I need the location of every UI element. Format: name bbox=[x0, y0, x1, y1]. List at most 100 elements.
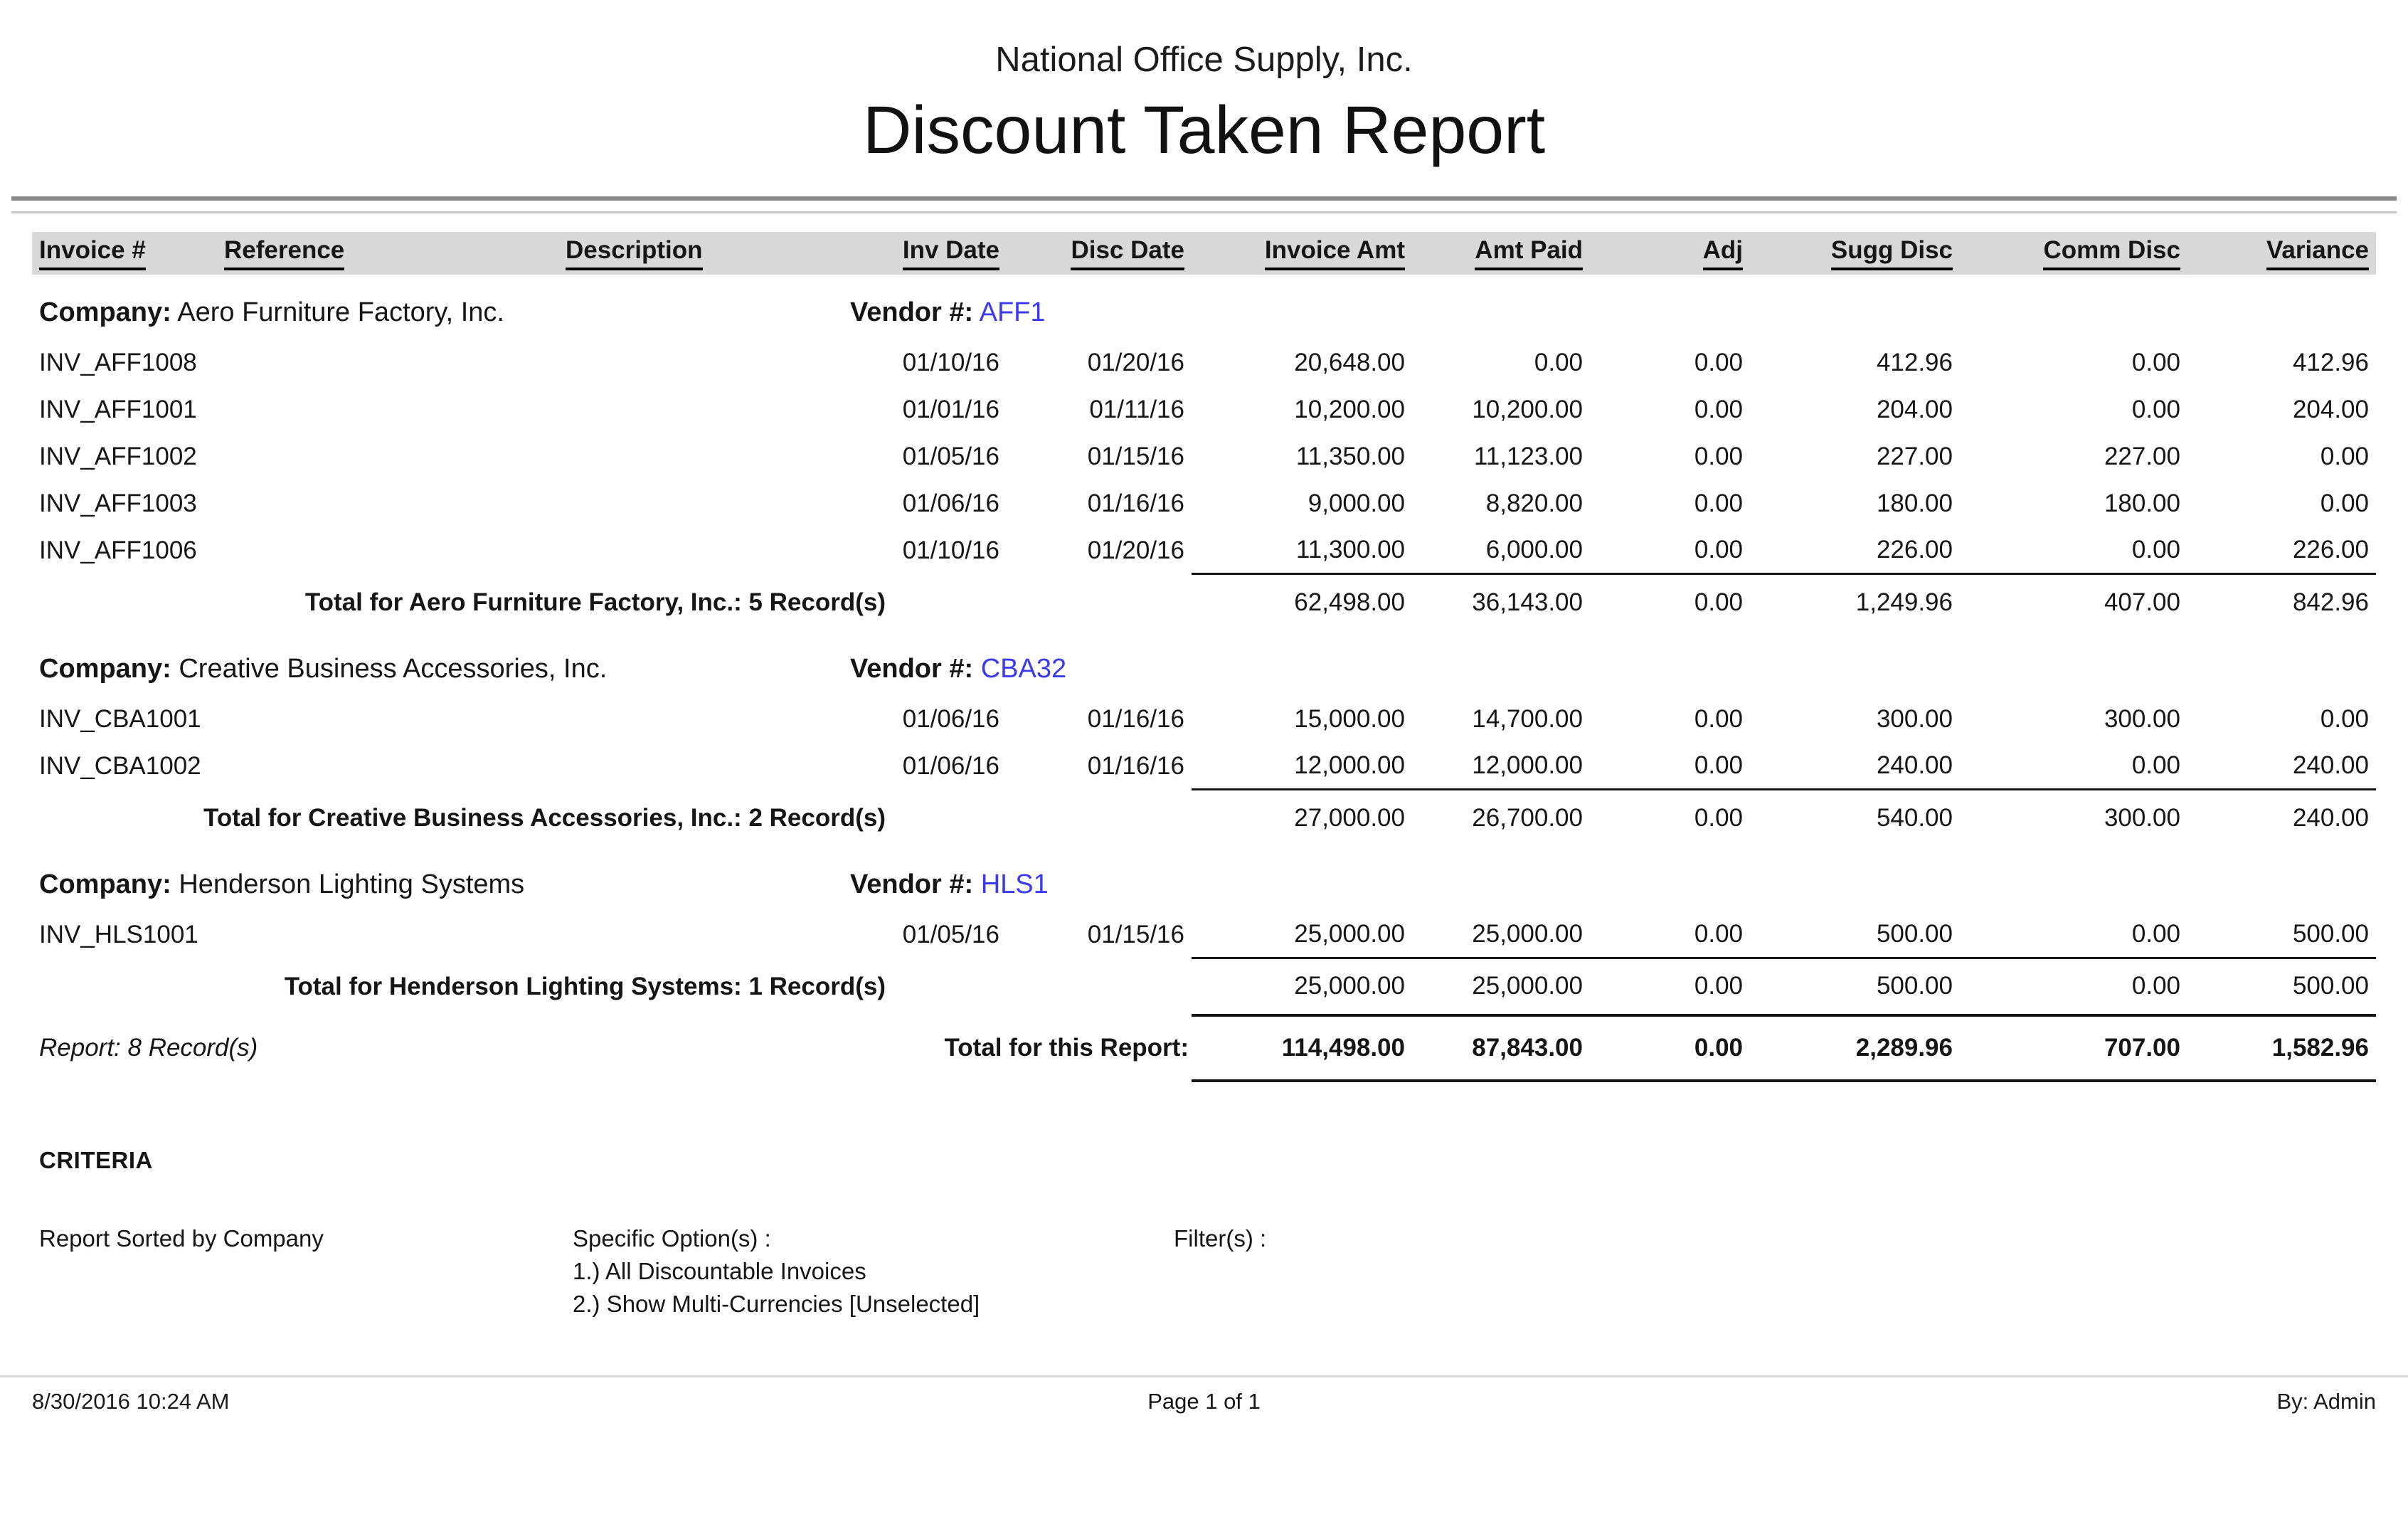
cell-invoice: INV_CBA1002 bbox=[39, 751, 201, 780]
group-total-comm_disc: 300.00 bbox=[1960, 788, 2187, 847]
header-divider-thin bbox=[11, 211, 2397, 213]
invoice-row: INV_CBA1002 01/06/16 01/16/16 12,000.00 12,0… bbox=[32, 743, 2376, 790]
vendor-code-link[interactable]: AFF1 bbox=[979, 297, 1046, 327]
group-total-invoice_amt: 25,000.00 bbox=[1192, 957, 1412, 1015]
group-total-variance: 240.00 bbox=[2187, 788, 2376, 847]
footer-timestamp: 8/30/2016 10:24 AM bbox=[32, 1389, 230, 1414]
cell-adj: 0.00 bbox=[1694, 751, 1743, 779]
column-header-label: Description bbox=[566, 236, 703, 270]
cell-disc_date: 01/16/16 bbox=[1087, 704, 1184, 733]
group-total-amt_paid: 25,000.00 bbox=[1412, 957, 1590, 1015]
company-name: Creative Business Accessories, Inc. bbox=[179, 653, 608, 684]
group-total-amt_paid: 26,700.00 bbox=[1412, 788, 1590, 847]
invoice-row: INV_CBA1001 01/06/16 01/16/16 15,000.00 14,7… bbox=[32, 696, 2376, 743]
criteria-option: 1.) All Discountable Invoices bbox=[573, 1258, 866, 1285]
cell-comm_disc: 300.00 bbox=[2104, 704, 2180, 733]
cell-variance: 412.96 bbox=[2292, 348, 2369, 376]
cell-invoice_amt: 11,350.00 bbox=[1295, 442, 1405, 470]
cell-description bbox=[558, 480, 843, 527]
company-row: Company: Aero Furniture Factory, Inc. Ven… bbox=[32, 275, 2376, 339]
vendor-label: Vendor #: bbox=[850, 297, 974, 327]
group-total-invoice_amt: 62,498.00 bbox=[1192, 573, 1412, 631]
cell-amt_paid: 11,123.00 bbox=[1473, 442, 1583, 470]
vendor-code-link[interactable]: HLS1 bbox=[980, 869, 1049, 899]
group-total-adj: 0.00 bbox=[1590, 957, 1750, 1015]
cell-sugg_disc: 226.00 bbox=[1876, 535, 1953, 564]
cell-adj: 0.00 bbox=[1694, 919, 1743, 948]
cell-reference bbox=[217, 480, 558, 527]
footer-page-number: Page 1 of 1 bbox=[1147, 1389, 1261, 1414]
cell-comm_disc: 227.00 bbox=[2104, 442, 2180, 470]
cell-description bbox=[558, 527, 843, 574]
group-total-row: Total for Aero Furniture Factory, Inc.: … bbox=[32, 573, 2376, 631]
cell-comm_disc: 0.00 bbox=[2131, 348, 2180, 376]
cell-comm_disc: 0.00 bbox=[2131, 395, 2180, 423]
cell-variance: 500.00 bbox=[2292, 919, 2369, 948]
cell-description bbox=[558, 433, 843, 480]
group-total-sugg_disc: 500.00 bbox=[1750, 957, 1960, 1015]
report-total-label: Total for this Report: bbox=[944, 1033, 1189, 1062]
vendor-label: Vendor #: bbox=[850, 653, 974, 684]
report-total-invoice_amt: 114,498.00 bbox=[1192, 1013, 1412, 1082]
cell-adj: 0.00 bbox=[1694, 535, 1743, 564]
group-total-invoice_amt: 27,000.00 bbox=[1192, 788, 1412, 847]
cell-reference bbox=[217, 433, 558, 480]
column-header-variance: Variance bbox=[2187, 231, 2376, 275]
column-header-label: Amt Paid bbox=[1475, 236, 1583, 270]
invoice-row: INV_AFF1008 01/10/16 01/20/16 20,648.00 0.00… bbox=[32, 339, 2376, 386]
cell-sugg_disc: 204.00 bbox=[1876, 395, 1953, 423]
vendor-code-link[interactable]: CBA32 bbox=[980, 653, 1067, 684]
group-total-adj: 0.00 bbox=[1590, 788, 1750, 847]
cell-sugg_disc: 500.00 bbox=[1876, 919, 1953, 948]
report-record-count: Report: 8 Record(s) bbox=[39, 1033, 258, 1062]
column-header-adj: Adj bbox=[1590, 231, 1750, 275]
cell-inv_date: 01/10/16 bbox=[902, 348, 999, 376]
group-total-variance: 842.96 bbox=[2187, 573, 2376, 631]
cell-invoice: INV_AFF1001 bbox=[39, 395, 197, 423]
cell-invoice_amt: 15,000.00 bbox=[1294, 704, 1405, 733]
group-total-label: Total for Aero Furniture Factory, Inc.: … bbox=[304, 588, 886, 616]
cell-invoice_amt: 12,000.00 bbox=[1294, 751, 1405, 779]
footer-by: By: Admin bbox=[2276, 1389, 2376, 1414]
cell-amt_paid: 14,700.00 bbox=[1472, 704, 1583, 733]
column-header-sugg-disc: Sugg Disc bbox=[1750, 231, 1960, 275]
report-total-amt_paid: 87,843.00 bbox=[1412, 1013, 1590, 1082]
report-total-row: Report: 8 Record(s) Total for this Report… bbox=[32, 1013, 2376, 1082]
cell-invoice: INV_CBA1001 bbox=[39, 704, 201, 733]
column-header-comm-disc: Comm Disc bbox=[1960, 231, 2187, 275]
column-header-label: Comm Disc bbox=[2043, 236, 2180, 270]
cell-sugg_disc: 180.00 bbox=[1876, 489, 1953, 517]
invoice-row: INV_AFF1002 01/05/16 01/15/16 11,350.00 11,1… bbox=[32, 433, 2376, 480]
invoice-row: INV_AFF1003 01/06/16 01/16/16 9,000.00 8,820… bbox=[32, 480, 2376, 527]
column-header-row: Invoice # Reference Description Inv Date Dis… bbox=[32, 231, 2376, 275]
group-total-label: Total for Henderson Lighting Systems: 1 … bbox=[284, 972, 886, 1000]
group-total-sugg_disc: 1,249.96 bbox=[1750, 573, 1960, 631]
company-label: Company: bbox=[39, 653, 171, 684]
cell-amt_paid: 12,000.00 bbox=[1472, 751, 1583, 779]
cell-adj: 0.00 bbox=[1694, 348, 1743, 376]
column-header-label: Variance bbox=[2266, 236, 2369, 270]
company-name: Aero Furniture Factory, Inc. bbox=[177, 297, 504, 327]
cell-variance: 0.00 bbox=[2320, 704, 2369, 733]
cell-amt_paid: 25,000.00 bbox=[1472, 919, 1583, 948]
cell-disc_date: 01/16/16 bbox=[1087, 751, 1184, 780]
criteria-option: 2.) Show Multi-Currencies [Unselected] bbox=[573, 1291, 980, 1318]
cell-description bbox=[558, 743, 843, 790]
cell-invoice: INV_AFF1006 bbox=[39, 536, 197, 564]
vendor-cell: Vendor #: HLS1 bbox=[843, 847, 2376, 911]
group-total-variance: 500.00 bbox=[2187, 957, 2376, 1015]
report-total-comm_disc: 707.00 bbox=[1960, 1013, 2187, 1082]
criteria-heading: CRITERIA bbox=[39, 1147, 153, 1173]
cell-description bbox=[558, 696, 843, 743]
org-name: National Office Supply, Inc. bbox=[995, 41, 1413, 79]
cell-sugg_disc: 240.00 bbox=[1876, 751, 1953, 779]
cell-inv_date: 01/01/16 bbox=[902, 395, 999, 423]
column-header-description: Description bbox=[558, 231, 843, 275]
cell-disc_date: 01/11/16 bbox=[1089, 395, 1184, 423]
group-total-spacer bbox=[1007, 958, 1192, 1015]
report-total-variance: 1,582.96 bbox=[2187, 1013, 2376, 1082]
column-header-amt-paid: Amt Paid bbox=[1412, 231, 1590, 275]
cell-comm_disc: 0.00 bbox=[2131, 919, 2180, 948]
company-label: Company: bbox=[39, 297, 171, 327]
page-title: Discount Taken Report bbox=[862, 92, 1546, 168]
